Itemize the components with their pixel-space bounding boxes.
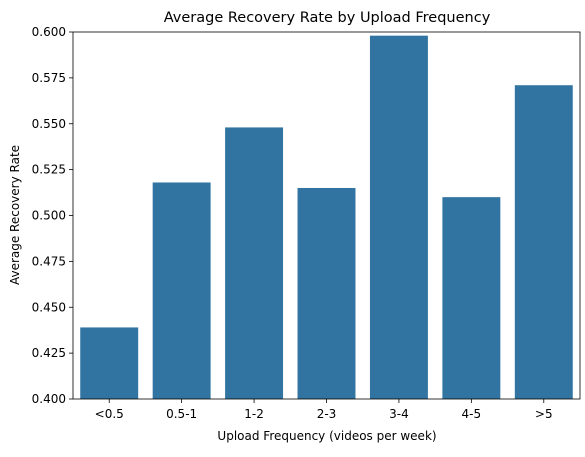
chart-title: Average Recovery Rate by Upload Frequenc… [164,10,491,26]
y-tick-label-7: 0.575 [32,71,66,85]
y-tick-label-3: 0.475 [32,254,66,268]
x-tick-label-3: 2-3 [317,407,337,421]
y-axis-label: Average Recovery Rate [8,145,22,285]
bar-4 [369,35,428,400]
bar-0 [80,327,139,399]
plot-frame [72,31,581,400]
y-tick-label-0: 0.400 [32,392,66,406]
bar-2 [225,127,284,400]
x-axis-ticks: <0.5 0.5-1 1-2 2-3 3-4 4-5 >5 [95,399,553,421]
bar-3 [297,187,356,399]
y-tick-label-2: 0.450 [32,300,66,314]
y-tick-label-6: 0.550 [32,117,66,131]
y-tick-label-8: 0.600 [32,25,66,39]
bar-5 [442,197,501,399]
bars-layer [80,35,573,400]
x-tick-label-6: >5 [535,407,553,421]
x-tick-label-4: 3-4 [389,407,409,421]
y-axis-ticks: 0.400 0.425 0.450 0.475 0.500 0.525 0.550 0.575… [32,25,73,406]
y-tick-label-4: 0.500 [32,209,66,223]
x-axis-label: Upload Frequency (videos per week) [217,429,436,443]
x-tick-label-5: 4-5 [462,407,482,421]
y-tick-label-5: 0.525 [32,163,66,177]
bar-6 [514,85,573,399]
x-tick-label-0: <0.5 [95,407,124,421]
x-tick-label-1: 0.5-1 [166,407,197,421]
y-tick-label-1: 0.425 [32,346,66,360]
bar-1 [152,182,211,399]
x-tick-label-2: 1-2 [244,407,264,421]
